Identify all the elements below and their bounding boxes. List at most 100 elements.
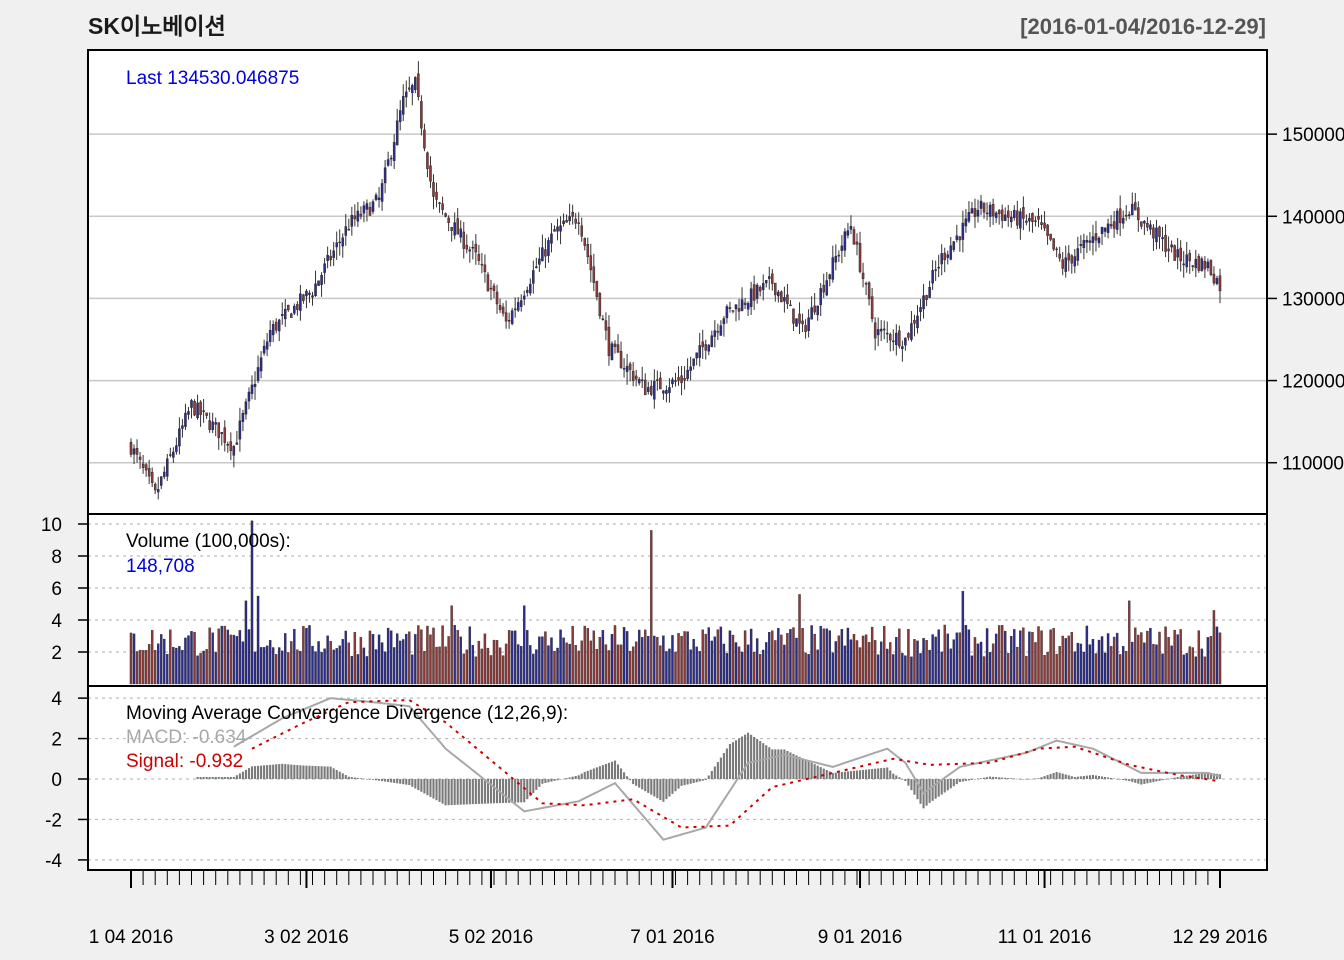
volume-bar (498, 647, 502, 685)
candle-body (822, 284, 825, 293)
macd-histogram-bar (725, 748, 728, 780)
volume-bar (268, 640, 272, 685)
candle-body (268, 330, 272, 342)
volume-bar (928, 649, 931, 685)
macd-histogram-bar (250, 766, 254, 780)
macd-histogram-bar (1167, 778, 1170, 780)
volume-bar (1109, 646, 1113, 685)
volume-bar (187, 635, 190, 685)
macd-histogram-bar (895, 775, 898, 780)
macd-histogram-bar (616, 764, 620, 780)
candle-body (280, 314, 284, 316)
volume-bar (991, 643, 995, 685)
macd-histogram-bar (998, 777, 1001, 780)
volume-bar (450, 605, 453, 685)
candle-body (1152, 227, 1155, 239)
macd-histogram-bar (1001, 777, 1004, 780)
volume-bar (816, 649, 819, 685)
volume-bar (438, 646, 441, 685)
volume-bar (223, 625, 226, 685)
candle-body (964, 218, 968, 227)
volume-bar (1070, 631, 1073, 685)
macd-histogram-bar (855, 770, 859, 780)
candle-body (719, 325, 723, 336)
candle-body (1112, 221, 1116, 229)
candle-body (181, 425, 184, 429)
macd-histogram-bar (1116, 779, 1119, 780)
volume-bar (659, 645, 662, 685)
candle-body (374, 194, 378, 200)
plot-frame (87, 49, 1268, 871)
volume-bar (864, 634, 868, 685)
macd-histogram-bar (532, 779, 535, 793)
macd-histogram-bar (1218, 774, 1222, 780)
volume-bar (789, 629, 792, 685)
macd-histogram-bar (783, 749, 786, 780)
candle-body (178, 428, 181, 447)
volume-bar (1152, 643, 1155, 685)
macd-histogram-bar (753, 736, 756, 780)
candle-body (764, 280, 768, 284)
candle-body (855, 241, 859, 245)
volume-bar (1091, 639, 1095, 685)
volume-bar (1085, 625, 1089, 685)
x-tick-label: 1 04 2016 (89, 927, 174, 948)
volume-bar (967, 629, 971, 685)
candle-body (1161, 237, 1164, 240)
macd-histogram-bar (332, 768, 335, 780)
candle-body (175, 445, 178, 452)
volume-bar (985, 628, 989, 685)
volume-bar (208, 627, 211, 685)
volume-bar (353, 632, 357, 685)
volume-bar (855, 640, 859, 685)
macd-histogram-bar (556, 779, 559, 781)
volume-bar (1061, 635, 1064, 685)
macd-histogram-bar (898, 777, 901, 780)
candle-body (1158, 226, 1161, 237)
candle-body (625, 365, 629, 372)
volume-bar (468, 626, 472, 685)
candle-body (940, 253, 943, 265)
volume-bar (1000, 625, 1004, 685)
plot-background (88, 50, 1267, 870)
macd-histogram-bar (217, 776, 220, 780)
volume-bar (922, 638, 925, 685)
price-tick-label: 140000 (1282, 207, 1344, 228)
volume-bar (719, 626, 723, 685)
macd-histogram-bar (444, 779, 447, 806)
candle-body (958, 236, 962, 241)
x-tick-label: 5 02 2016 (449, 927, 534, 948)
macd-histogram-bar (777, 749, 780, 780)
macd-histogram-bar (907, 779, 910, 786)
candle-body (253, 383, 257, 387)
volume-bar (786, 633, 789, 685)
macd-histogram-bar (523, 779, 526, 803)
volume-bar (994, 633, 998, 685)
volume-bar (244, 600, 248, 685)
candle-body (837, 254, 841, 257)
macd-histogram-bar (480, 779, 483, 804)
candle-body (335, 242, 338, 248)
volume-bar (792, 627, 795, 685)
macd-histogram-bar (1016, 778, 1019, 780)
volume-bar (166, 654, 169, 685)
volume-bar (873, 640, 877, 685)
candle-body (988, 204, 992, 217)
candle-body (1061, 259, 1064, 269)
macd-histogram-bar (402, 779, 405, 785)
candle-body (671, 379, 674, 385)
candle-body (1055, 248, 1058, 251)
macd-histogram-bar (390, 779, 393, 783)
volume-bar (662, 635, 665, 685)
macd-histogram-bar (1179, 776, 1182, 780)
candle-body (199, 401, 202, 415)
macd-histogram-bar (535, 779, 538, 790)
macd-histogram-bar (266, 765, 269, 780)
candle-body (577, 222, 580, 224)
volume-bar (287, 652, 290, 685)
macd-histogram-bar (831, 772, 834, 780)
candle-body (586, 244, 590, 258)
macd-histogram-bar (686, 779, 689, 785)
volume-bar (1212, 610, 1216, 685)
macd-histogram-bar (474, 779, 477, 805)
